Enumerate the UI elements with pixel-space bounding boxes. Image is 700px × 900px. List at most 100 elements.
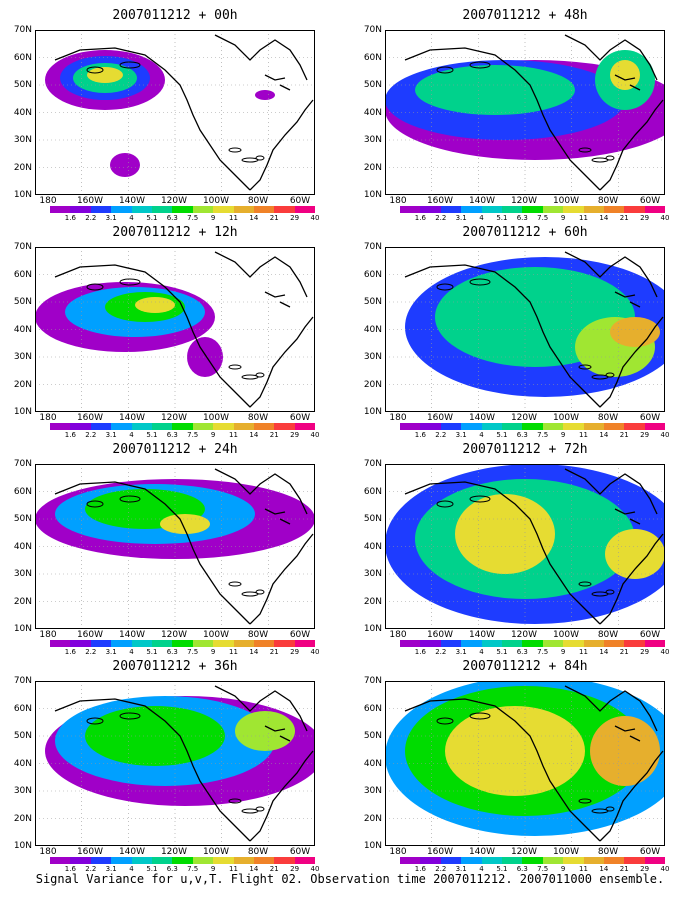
colorbar-level: 2.2 (435, 865, 447, 873)
latitude-label: 10N (363, 841, 382, 851)
colorbar-level: 11 (228, 865, 238, 873)
latitude-label: 10N (13, 841, 32, 851)
colorbar-level: 29 (290, 431, 300, 439)
longitude-label: 100W (552, 847, 580, 857)
colorbar-swatch (644, 206, 666, 213)
island-outline (605, 589, 615, 595)
latitude-label: 10N (13, 624, 32, 634)
map-panel-12h: 2007011212 + 12h 70N 60N 50N 40N 30N 20N 10N 180… (0, 225, 335, 439)
latitude-label: 30N (13, 352, 32, 362)
latitude-label: 50N (13, 80, 32, 90)
longitude-label: 60W (289, 630, 311, 640)
colorbar-level: 5.1 (496, 865, 508, 873)
longitude-label: 140W (468, 196, 496, 206)
colorbar-level: 3.1 (105, 648, 117, 656)
colorbar-level: 9 (560, 214, 566, 222)
latitude-label: 50N (363, 731, 382, 741)
latitude-label: 70N (363, 459, 382, 469)
colorbar-level: 5.1 (146, 865, 158, 873)
colorbar-swatch (213, 857, 234, 864)
colorbar-level: 2.2 (85, 865, 97, 873)
island-outline (469, 495, 491, 503)
colorbar-level: 6.3 (516, 431, 528, 439)
latitude-label: 60N (363, 269, 382, 280)
island-outline (228, 581, 242, 587)
colorbar-swatch (253, 206, 275, 213)
island-outline (578, 581, 592, 587)
colorbar-level: 2.2 (85, 214, 97, 222)
colorbar-level: 2.2 (435, 431, 447, 439)
colorbar-swatch (274, 640, 295, 647)
colorbar-swatch (522, 423, 543, 430)
longitude-label: 140W (468, 413, 496, 423)
island-outline (86, 66, 104, 74)
colorbar-level: 3.1 (105, 865, 117, 873)
colorbar-level: 7.5 (187, 214, 199, 222)
colorbar-level: 29 (640, 865, 650, 873)
colorbar-level: 7.5 (537, 865, 549, 873)
colorbar-swatch (563, 423, 584, 430)
latitude-label: 50N (363, 80, 382, 90)
longitude-label: 120W (160, 847, 188, 857)
latitude-label: 40N (13, 324, 32, 335)
colorbar-swatch (481, 423, 502, 430)
panel-title: 2007011212 + 12h (112, 225, 238, 240)
longitude-label: 140W (118, 196, 146, 206)
longitude-label: 140W (118, 847, 146, 857)
variance-contour-fill (415, 65, 575, 115)
colorbar-swatch (481, 857, 502, 864)
colorbar-swatch (151, 423, 173, 430)
longitude-label: 120W (160, 630, 188, 640)
longitude-label: 140W (118, 413, 146, 423)
latitude-label: 60N (13, 269, 32, 280)
coastline (54, 468, 314, 625)
map-frame (35, 464, 315, 629)
colorbar-swatch (624, 206, 645, 213)
latitude-label: 50N (13, 297, 32, 307)
variance-contour-fill (445, 706, 585, 796)
longitude-label: 160W (426, 413, 454, 423)
panel-title: 2007011212 + 36h (112, 659, 238, 674)
colorbar-swatch (111, 206, 132, 213)
map-canvas (35, 464, 315, 629)
colorbar-swatch (70, 640, 91, 647)
longitude-label: 60W (639, 413, 661, 423)
longitude-label: 160W (76, 413, 104, 423)
colorbar-level: 4 (129, 865, 134, 873)
colorbar-swatch (274, 423, 295, 430)
colorbar-swatch (274, 206, 295, 213)
colorbar-level: 9 (210, 214, 216, 222)
latitude-label: 70N (363, 676, 382, 686)
colorbar-level: 21 (269, 865, 279, 873)
colorbar-swatch (644, 423, 666, 430)
longitude-label: 80W (597, 196, 619, 206)
colorbar-level: 1.6 (64, 214, 76, 222)
colorbar-level: 9 (560, 648, 566, 656)
colorbar-level: 7.5 (537, 648, 549, 656)
colorbar-level: 6.3 (516, 648, 528, 656)
island-outline (86, 500, 104, 508)
colorbar-swatch (111, 640, 132, 647)
island-outline (436, 717, 454, 725)
colorbar-swatch (213, 423, 234, 430)
longitude-label: 160W (76, 847, 104, 857)
latitude-label: 30N (363, 786, 382, 796)
map-canvas (385, 30, 665, 195)
map-canvas (35, 681, 315, 846)
island-outline (469, 712, 491, 720)
longitude-label: 80W (247, 196, 269, 206)
latitude-label: 60N (363, 52, 382, 63)
colorbar-swatch (603, 640, 625, 647)
longitude-label: 120W (510, 630, 538, 640)
colorbar-level: 29 (640, 648, 650, 656)
longitude-label: 80W (247, 847, 269, 857)
map-canvas (35, 247, 315, 412)
colorbar-swatch (233, 640, 254, 647)
longitude-label: 140W (468, 847, 496, 857)
colorbar-level: 7.5 (187, 431, 199, 439)
map-frame (35, 681, 315, 846)
colorbar-swatch (400, 206, 421, 213)
longitude-label: 120W (510, 847, 538, 857)
longitude-label: 100W (202, 847, 230, 857)
colorbar-level: 1.6 (64, 648, 76, 656)
